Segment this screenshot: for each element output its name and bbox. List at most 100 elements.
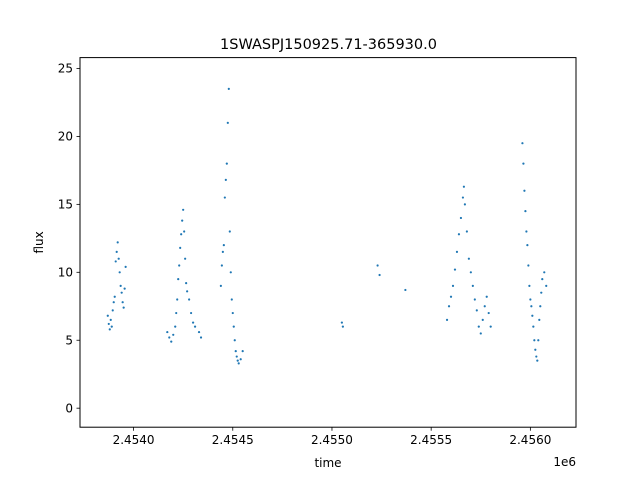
data-point-67 — [404, 288, 407, 292]
data-point-15 — [121, 301, 124, 304]
data-point-103 — [532, 325, 535, 328]
x-axis-label: time — [314, 456, 341, 470]
data-point-49 — [226, 121, 229, 124]
data-point-56 — [233, 339, 236, 342]
data-point-65 — [376, 264, 379, 267]
data-point-87 — [481, 318, 484, 321]
data-point-57 — [234, 350, 237, 353]
data-point-44 — [221, 250, 224, 254]
data-point-21 — [170, 340, 173, 343]
data-point-43 — [220, 264, 223, 267]
data-point-91 — [489, 325, 492, 328]
y-axis-label: flux — [32, 231, 46, 253]
data-point-23 — [174, 325, 177, 328]
data-point-62 — [241, 350, 244, 353]
data-point-102 — [531, 314, 534, 317]
data-point-105 — [534, 348, 537, 351]
data-point-45 — [222, 244, 225, 247]
data-point-90 — [487, 311, 490, 315]
data-point-18 — [124, 265, 127, 268]
data-point-40 — [197, 330, 201, 334]
data-point-71 — [451, 284, 455, 287]
data-point-70 — [449, 295, 453, 298]
chart-title: 1SWASPJ150925.71-365930.0 — [220, 37, 437, 53]
data-point-89 — [485, 295, 488, 298]
y-tick-label-2: 10 — [58, 265, 73, 279]
x-tick-label-4: 2.4560 — [509, 433, 551, 447]
data-point-104 — [533, 339, 536, 342]
data-point-88 — [483, 305, 486, 308]
data-point-29 — [180, 233, 183, 236]
y-tick-label-5: 25 — [58, 62, 73, 76]
data-point-37 — [190, 311, 193, 315]
data-point-100 — [529, 298, 532, 301]
data-point-9 — [115, 250, 118, 254]
data-point-68 — [445, 318, 449, 321]
data-point-109 — [538, 318, 541, 321]
data-point-28 — [179, 246, 182, 249]
data-point-76 — [461, 196, 465, 199]
data-point-4 — [110, 325, 113, 328]
data-point-99 — [528, 284, 531, 287]
x-tick-label-3: 2.4555 — [410, 433, 452, 447]
data-point-74 — [457, 233, 461, 236]
data-point-58 — [235, 355, 238, 358]
x-axis-ticks: 2.4540 2.4545 2.4550 2.4555 2.4560 — [113, 427, 551, 447]
data-point-19 — [166, 330, 169, 334]
data-point-81 — [469, 271, 472, 274]
data-point-77 — [462, 185, 465, 188]
data-point-108 — [537, 339, 540, 342]
data-point-83 — [473, 298, 476, 301]
data-point-94 — [523, 189, 526, 192]
data-point-52 — [229, 271, 232, 274]
x-axis-offset-label: 1e6 — [553, 455, 576, 469]
data-point-31 — [182, 208, 185, 211]
data-point-6 — [112, 301, 115, 304]
data-point-33 — [184, 257, 187, 260]
data-point-46 — [223, 196, 226, 199]
data-point-50 — [227, 87, 230, 90]
data-point-26 — [177, 277, 180, 281]
data-point-27 — [178, 264, 181, 267]
data-point-11 — [117, 257, 120, 260]
y-tick-label-4: 20 — [58, 130, 73, 144]
data-point-8 — [114, 260, 117, 263]
data-point-78 — [463, 203, 466, 206]
data-point-73 — [455, 250, 459, 254]
data-point-80 — [467, 257, 470, 260]
data-point-97 — [526, 244, 529, 247]
data-point-92 — [521, 142, 524, 145]
data-point-110 — [539, 305, 542, 308]
data-point-107 — [536, 359, 539, 362]
data-point-1 — [107, 322, 110, 326]
data-point-101 — [530, 305, 533, 308]
data-point-55 — [232, 325, 235, 328]
data-point-16 — [122, 306, 125, 309]
data-point-82 — [471, 284, 474, 287]
data-point-61 — [239, 358, 242, 361]
data-point-35 — [186, 290, 189, 293]
data-point-32 — [183, 230, 186, 233]
data-point-95 — [524, 210, 527, 213]
data-point-112 — [541, 277, 544, 281]
data-point-22 — [172, 333, 175, 336]
data-point-64 — [341, 325, 344, 328]
data-point-20 — [168, 336, 171, 339]
data-point-63 — [340, 321, 343, 324]
data-point-85 — [477, 325, 480, 328]
data-point-96 — [525, 230, 528, 233]
data-point-30 — [181, 219, 184, 222]
x-tick-label-0: 2.4540 — [113, 433, 155, 447]
data-point-54 — [231, 311, 234, 315]
y-tick-label-3: 15 — [58, 198, 73, 212]
data-point-34 — [185, 282, 188, 285]
data-point-7 — [113, 295, 116, 298]
data-point-42 — [219, 284, 222, 287]
data-point-24 — [175, 311, 178, 315]
data-point-106 — [535, 355, 538, 358]
data-point-13 — [119, 284, 122, 287]
data-point-84 — [475, 309, 478, 312]
plot-frame — [79, 57, 577, 428]
